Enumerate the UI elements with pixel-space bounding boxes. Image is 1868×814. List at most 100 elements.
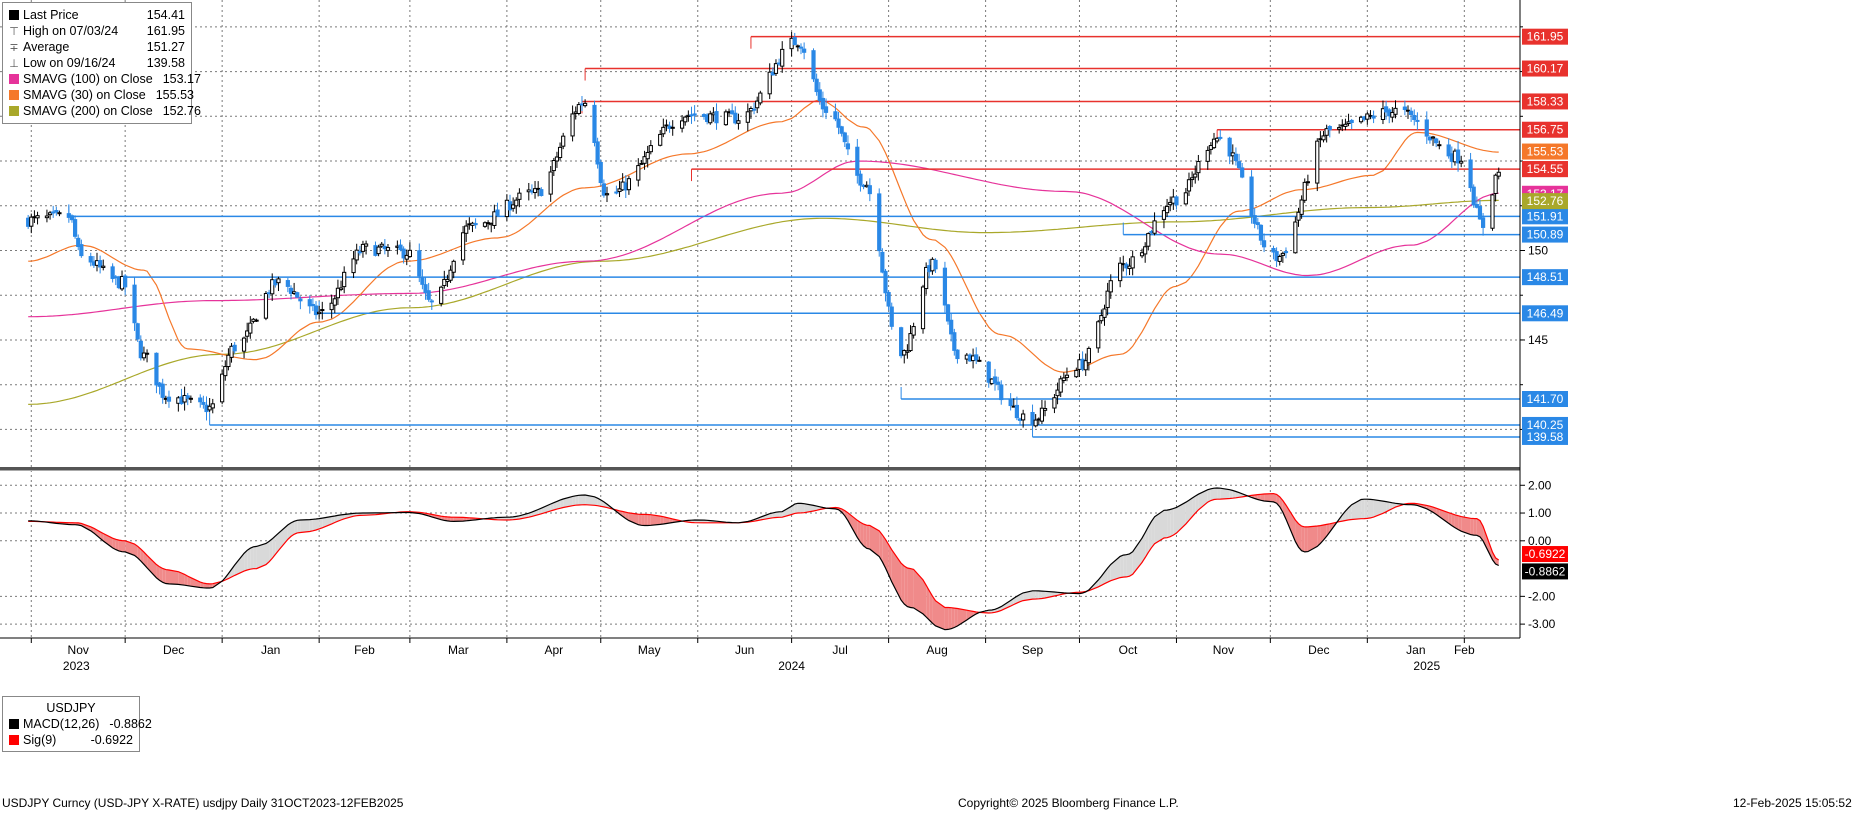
candle-body [745, 111, 750, 123]
candle-body [1039, 407, 1045, 422]
candle [1236, 153, 1242, 170]
candle [642, 150, 647, 170]
candle [210, 398, 215, 414]
candle-body [1415, 119, 1420, 122]
candle [899, 326, 904, 359]
candle-body [248, 322, 253, 334]
macd-panel [28, 487, 1500, 631]
macd-fill [169, 570, 179, 585]
candle [1437, 140, 1442, 150]
macd-fill [804, 503, 814, 513]
candle-body [626, 178, 632, 191]
macd-fill [1038, 590, 1042, 599]
candle-body [557, 146, 563, 159]
macd-fill [337, 514, 341, 522]
support-tag-text: 140.25 [1527, 418, 1564, 432]
macd-fill [1016, 594, 1020, 604]
macd-fill [944, 607, 949, 630]
candle [135, 322, 140, 342]
candle-body [974, 354, 979, 361]
candle-body [1215, 137, 1220, 142]
macd-fill [901, 563, 905, 605]
candle-body [883, 270, 888, 294]
candle-body [407, 249, 412, 258]
candle [288, 285, 294, 300]
candle [220, 369, 225, 405]
candle-body [905, 350, 910, 353]
candle [482, 221, 488, 228]
candle-body [823, 106, 829, 113]
candle [905, 344, 910, 359]
candle [101, 259, 106, 271]
legend-item-name: SMAVG (30) on Close [23, 88, 146, 102]
macd-fill [1492, 552, 1496, 564]
macd-fill [287, 522, 291, 540]
macd-fill [1351, 499, 1362, 520]
candle [1337, 124, 1342, 134]
macd-fill [1001, 600, 1011, 611]
macd-fill [1142, 532, 1146, 563]
month-label: Feb [354, 643, 375, 657]
sma-100-line [28, 160, 1499, 318]
macd-fill [275, 533, 279, 555]
macd-fill [1023, 590, 1033, 601]
candle [1014, 396, 1019, 421]
macd-fill [772, 512, 776, 518]
candle [285, 277, 290, 293]
candle [1105, 282, 1110, 316]
macd-legend-title: USDJPY [46, 700, 96, 715]
candle-body [601, 183, 606, 196]
macd-fill [907, 568, 911, 608]
legend-swatch [9, 106, 19, 116]
candle-body [1021, 413, 1026, 421]
candle [532, 180, 538, 199]
candle [1402, 100, 1407, 116]
candle [1152, 212, 1157, 236]
candle [604, 186, 610, 203]
candle-body [780, 48, 785, 67]
candle [317, 306, 322, 320]
candle-body [867, 185, 872, 195]
candle-body [730, 110, 735, 115]
candle [1390, 106, 1395, 123]
candle [758, 90, 763, 106]
candle-body [385, 247, 391, 251]
candle-body [245, 330, 250, 337]
candle-body [241, 337, 247, 352]
candle-body [141, 352, 147, 359]
candle-body [1459, 160, 1464, 164]
candle-body [1299, 199, 1304, 215]
moving-average-tag-text: 154.55 [1527, 162, 1564, 176]
macd-fill [926, 585, 930, 621]
macd-fill [1185, 500, 1189, 524]
candle-body [1490, 194, 1495, 229]
macd-fill [291, 521, 295, 537]
macd-fill [932, 596, 936, 626]
candle [69, 214, 75, 223]
candle-body [877, 193, 882, 252]
support-tag: 139.58 [1522, 428, 1568, 445]
legend-item-name: Average [23, 40, 70, 54]
macd-fill [1361, 499, 1365, 519]
candle [745, 103, 750, 132]
macd-fill [1298, 523, 1302, 551]
candle-body [1055, 389, 1060, 397]
candle-body [295, 292, 300, 298]
candle [123, 274, 128, 296]
macd-fill [863, 524, 867, 549]
candle-body [1143, 246, 1148, 255]
legend-item: SMAVG (100) on Close 153.17 [3, 71, 201, 87]
macd-fill [1098, 576, 1102, 587]
candle-body [1371, 115, 1376, 119]
candle [1086, 346, 1091, 371]
macd-fill [594, 496, 598, 506]
candle [29, 213, 34, 234]
candle [492, 204, 497, 229]
candle-body [767, 71, 772, 95]
candle-body [223, 366, 228, 377]
candle-body [188, 397, 193, 400]
candle [1205, 146, 1210, 170]
macd-fill [1373, 499, 1383, 518]
macd-fill [888, 544, 892, 582]
candle [924, 262, 929, 295]
